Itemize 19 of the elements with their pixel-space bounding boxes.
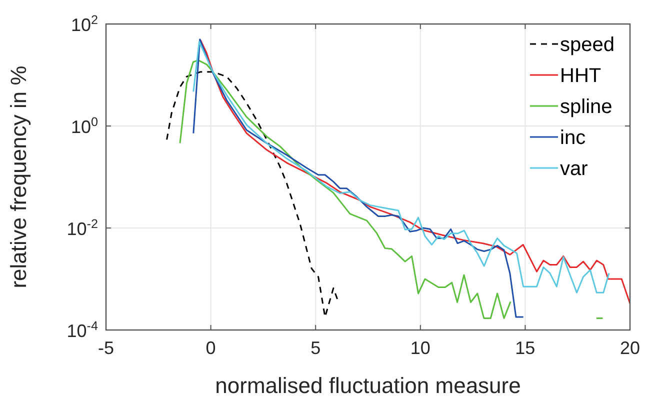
- legend-label: HHT: [560, 65, 602, 87]
- legend-label: inc: [560, 127, 586, 149]
- x-tick-label: 5: [310, 338, 321, 358]
- y-tick-label: 10$^{2}$: [70, 13, 98, 35]
- x-axis-title: normalised fluctuation measure: [215, 373, 521, 398]
- line-series: [166, 71, 339, 318]
- y-axis-title: relative frequency in %: [6, 66, 31, 288]
- line-series: [192, 38, 524, 318]
- legend-label: speed: [560, 34, 614, 56]
- x-tick-label: 15: [515, 338, 536, 358]
- y-tick-label: 10$^{-2}$: [66, 217, 98, 239]
- x-tick-label: 0: [206, 338, 216, 358]
- y-tick-label: 10$^{-4}$: [66, 319, 98, 341]
- legend-label: spline: [560, 96, 612, 118]
- x-tick-label: 20: [620, 338, 640, 358]
- legend-label: var: [560, 158, 588, 180]
- x-tick-label: -5: [98, 338, 114, 358]
- x-tick-label: 10: [410, 338, 430, 358]
- y-tick-label: 10$^{0}$: [70, 115, 98, 137]
